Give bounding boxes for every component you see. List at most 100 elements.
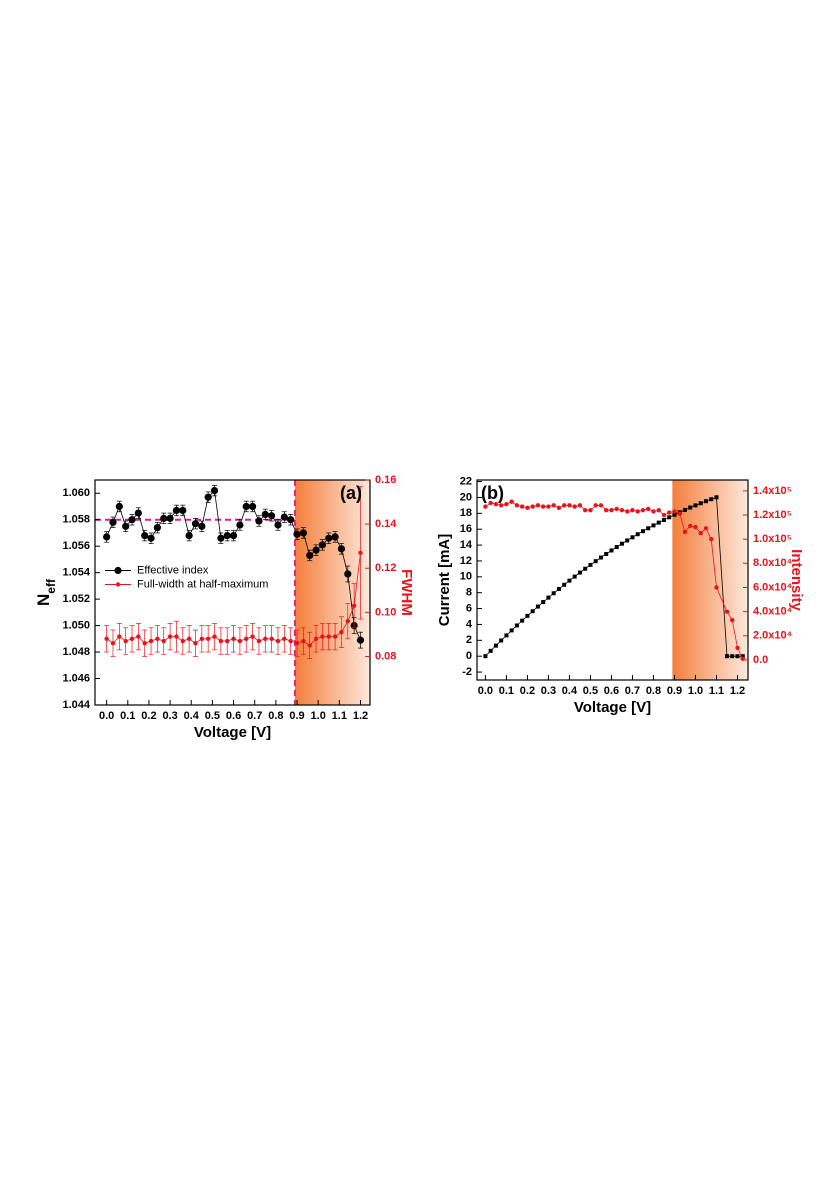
x-tick-label: 0.2 [141, 710, 156, 722]
x-tick-label: 0.3 [541, 685, 556, 697]
marker [546, 504, 551, 509]
marker [256, 638, 262, 644]
marker [244, 636, 249, 642]
marker [307, 643, 312, 648]
marker [223, 531, 231, 540]
marker [656, 507, 661, 513]
marker [174, 634, 179, 639]
y-tick-label: 2 [466, 634, 472, 646]
marker [740, 656, 745, 661]
marker [688, 505, 693, 510]
x-tick-label: 0.1 [120, 710, 135, 722]
marker [567, 578, 572, 583]
marker [255, 517, 263, 525]
marker [122, 522, 130, 530]
marker [326, 634, 331, 639]
y-tick-label: 0 [466, 650, 472, 662]
y2-axis-label: FWHM [398, 569, 415, 616]
marker [325, 534, 333, 542]
marker [186, 636, 192, 642]
marker [640, 507, 646, 513]
marker [677, 511, 682, 517]
x-tick-label: 0.0 [478, 685, 493, 697]
y2-axis-label: Intensity [788, 549, 805, 611]
y-tick-label: 6 [466, 602, 472, 614]
y-tick-label: 1.054 [62, 567, 90, 579]
legend-label: Effective index [137, 564, 209, 576]
marker [535, 604, 540, 609]
marker [609, 548, 614, 553]
marker [282, 636, 287, 642]
x-tick-label: 0.3 [162, 710, 177, 722]
marker [104, 636, 109, 642]
marker [237, 638, 243, 644]
y2-tick-label: 6.0x10⁴ [753, 581, 792, 593]
marker [236, 521, 244, 529]
marker [301, 638, 306, 644]
marker [185, 531, 193, 540]
marker [703, 499, 708, 504]
x-tick-label: 0.5 [583, 685, 598, 697]
marker [142, 641, 147, 646]
marker [619, 507, 625, 513]
marker [640, 529, 645, 534]
x-tick-label: 0.4 [184, 710, 200, 722]
marker [268, 512, 276, 520]
marker [556, 586, 561, 591]
y-axis-label-main: N [34, 594, 53, 606]
marker [332, 634, 338, 639]
y-tick-label: 10 [460, 571, 472, 583]
marker [306, 551, 314, 560]
marker [625, 538, 630, 543]
y-tick-label: 18 [460, 507, 472, 519]
y-tick-label: 4 [466, 618, 473, 630]
x-axis-label: Voltage [V] [194, 724, 271, 741]
y-tick-label: 20 [460, 491, 472, 503]
marker [603, 507, 609, 513]
y-tick-label: 1.048 [62, 646, 90, 658]
x-tick-label: 0.2 [520, 685, 535, 697]
y2-tick-label: 0.16 [375, 474, 396, 486]
marker [199, 636, 205, 642]
legend-label: Full-width at half-maximum [137, 578, 268, 590]
marker [535, 503, 541, 508]
marker [242, 502, 250, 511]
y-tick-label: 1.058 [62, 514, 90, 526]
panel-label: (a) [340, 483, 362, 503]
marker [541, 600, 546, 605]
marker [514, 503, 520, 508]
marker [115, 502, 123, 511]
marker [730, 617, 735, 623]
marker [275, 638, 281, 644]
marker [583, 566, 588, 571]
marker [161, 638, 166, 644]
chart: 0.0 0.1 0.2 0.3 0.4 0.5 0.6 0.7 0.8 0.9 1.0 1.1 1.2 -… [436, 475, 805, 715]
marker [313, 636, 319, 642]
marker [693, 503, 698, 508]
marker [551, 591, 556, 596]
marker [172, 506, 181, 515]
x-tick-label: 1.1 [709, 685, 724, 697]
y2-tick-label: 0.08 [375, 650, 396, 662]
x-tick-label: 0.8 [646, 685, 661, 697]
y2-tick-label: 0.0 [753, 654, 768, 666]
marker [483, 654, 488, 659]
marker [287, 516, 295, 524]
y-axis-label-sub: eff [44, 578, 58, 594]
marker [312, 546, 320, 554]
plot-frame [94, 479, 371, 706]
marker [646, 506, 651, 512]
marker [231, 636, 236, 642]
y2-tick-label: 1.0x10⁵ [753, 533, 792, 545]
marker [514, 623, 519, 628]
marker [604, 551, 609, 556]
marker [709, 497, 714, 502]
y-tick-label: 8 [466, 587, 472, 599]
marker [635, 509, 640, 514]
marker [709, 536, 714, 542]
marker [345, 618, 350, 624]
marker [205, 636, 211, 642]
y2-tick-label: 0.12 [375, 562, 396, 574]
x-tick-label: 0.7 [247, 710, 262, 722]
chart: 0.0 0.1 0.2 0.3 0.4 0.5 0.6 0.7 0.8 0.9 1.0 1.1 1.2 1… [34, 474, 415, 741]
